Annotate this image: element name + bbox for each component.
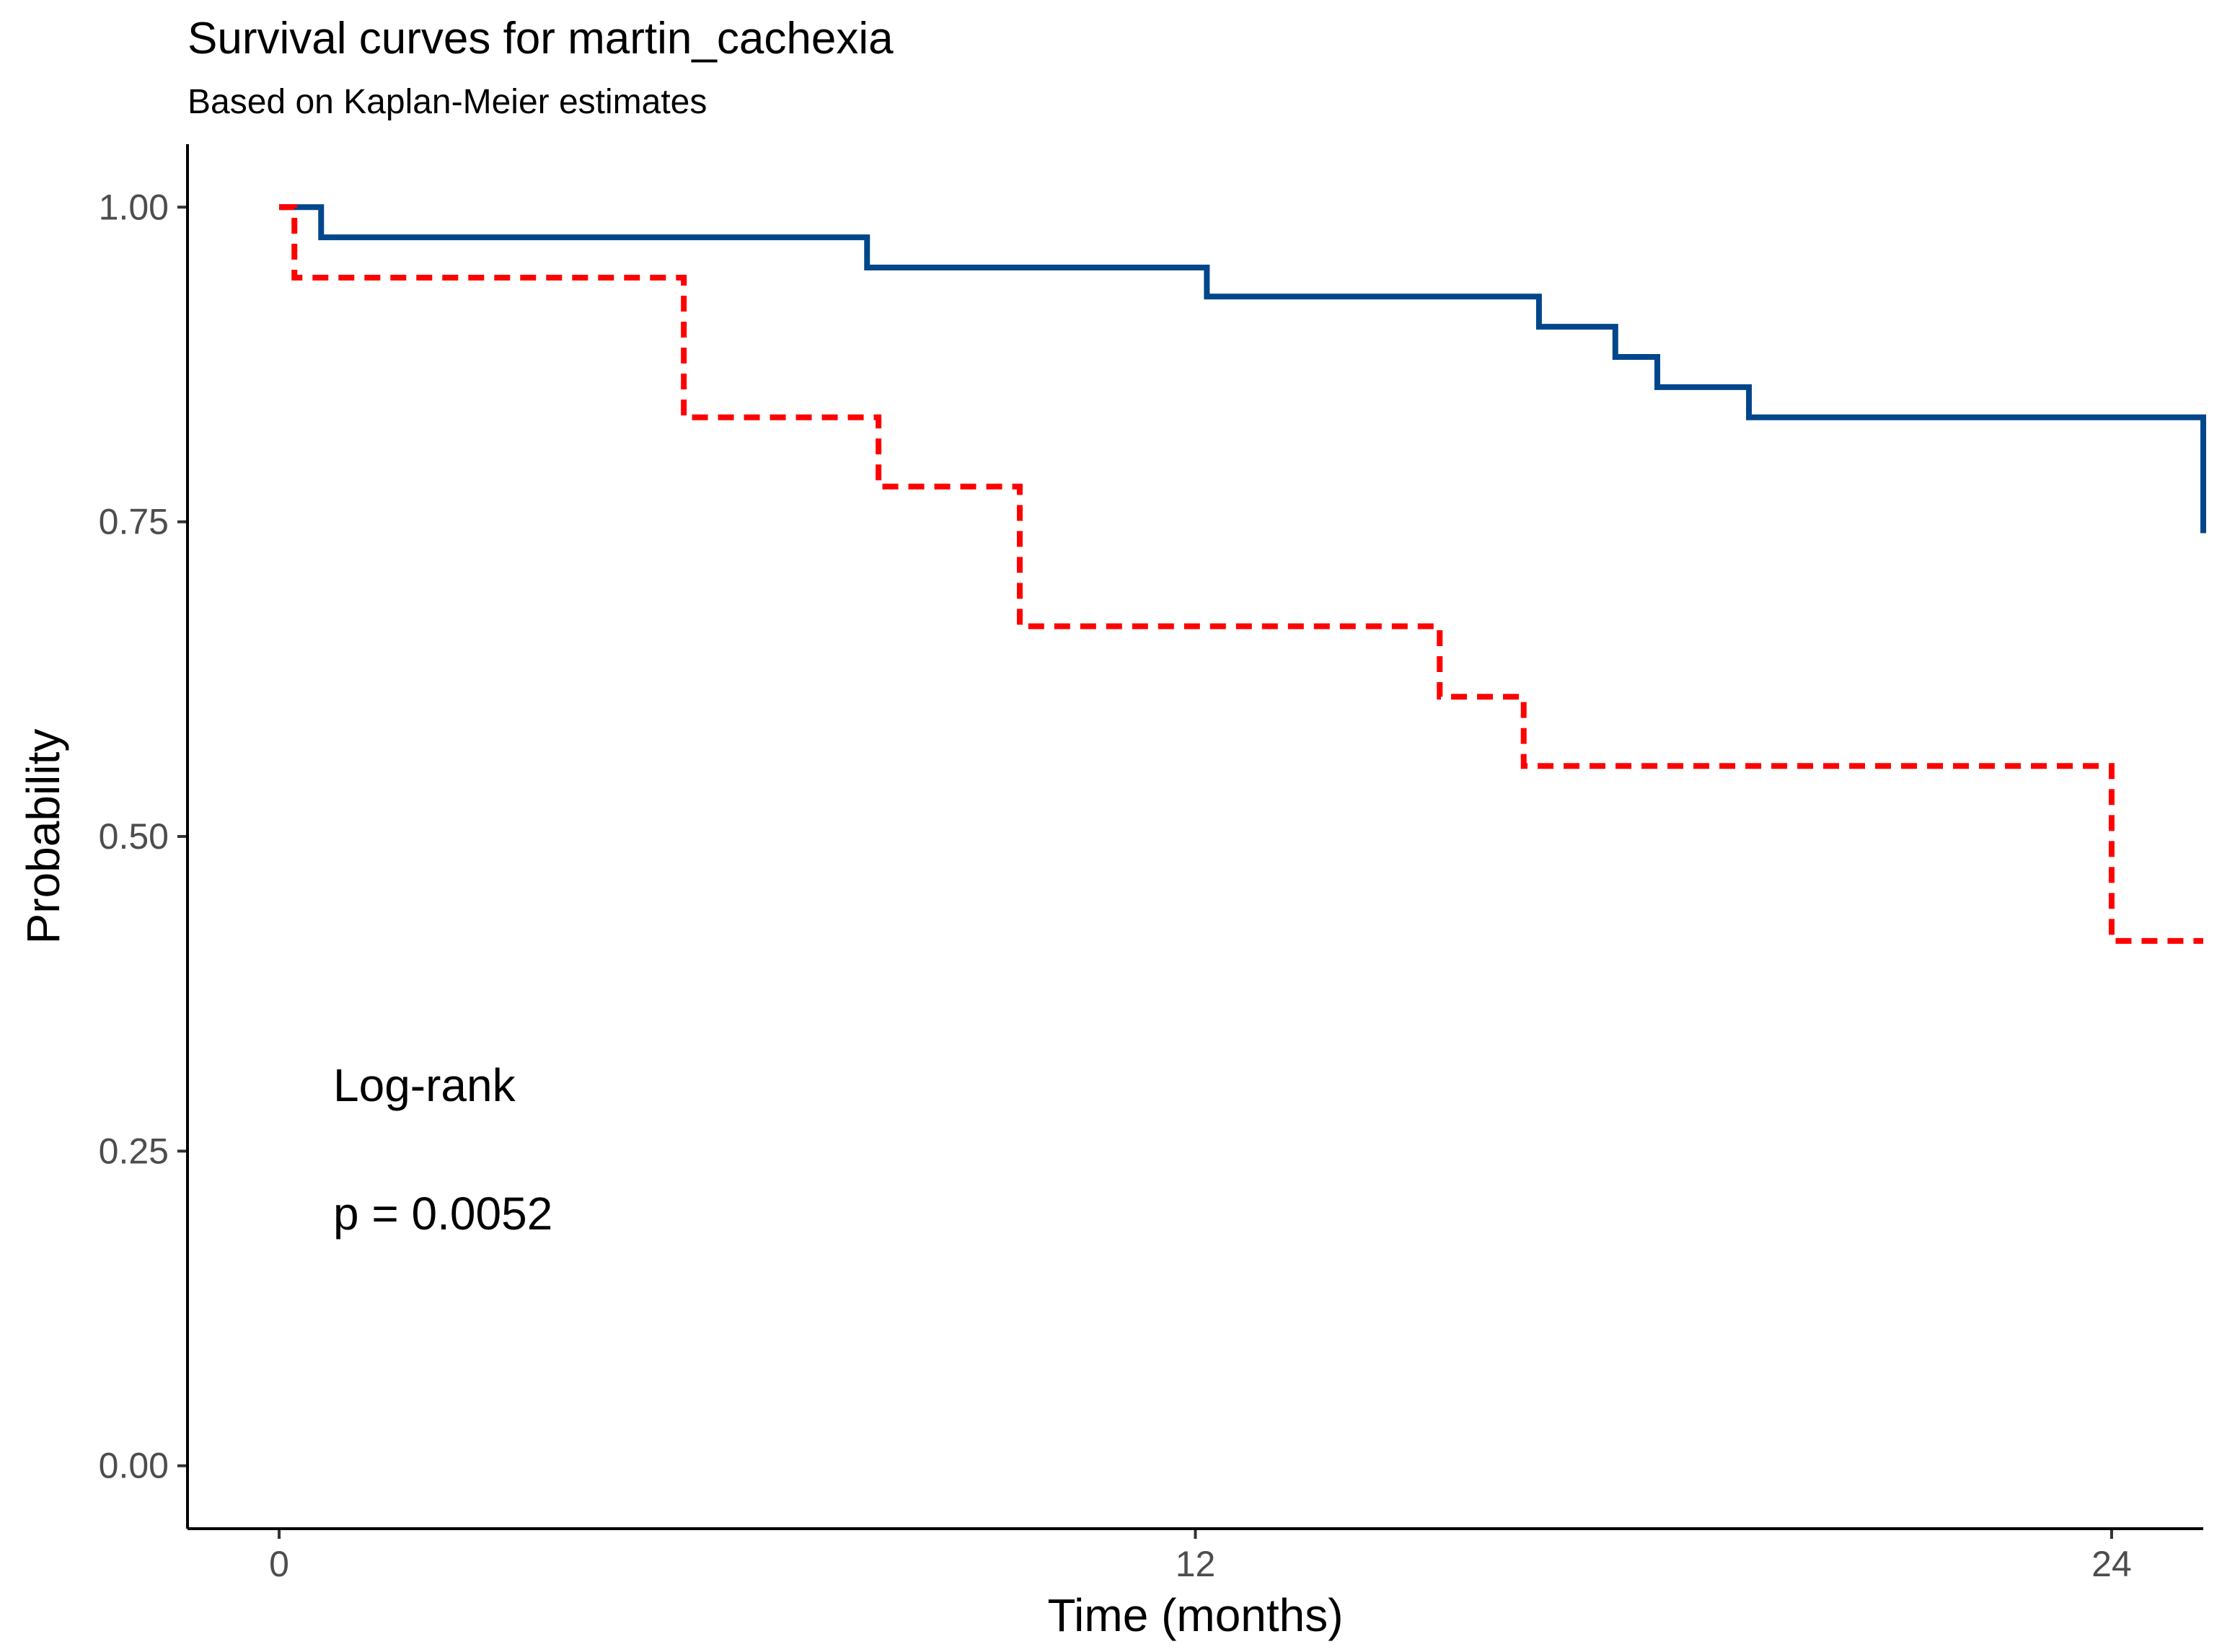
y-tick-label: 0.75 [99, 502, 169, 542]
survival-curve-2 [279, 204, 2203, 944]
y-axis-title: Probability [17, 729, 69, 945]
x-axis-title: Time (months) [1047, 1589, 1343, 1641]
y-tick-label: 0.00 [99, 1446, 169, 1486]
y-tick-label: 1.00 [99, 187, 169, 227]
chart-subtitle: Based on Kaplan-Meier estimates [188, 83, 707, 121]
series-group [279, 204, 2206, 944]
p-value-label: p = 0.0052 [333, 1188, 552, 1240]
log-rank-label: Log-rank [333, 1059, 516, 1111]
x-axis-ticks: 0 12 24 [269, 1529, 2132, 1584]
survival-curve-1 [279, 204, 2206, 534]
y-tick-label: 0.50 [99, 816, 169, 857]
x-tick-label: 12 [1176, 1544, 1216, 1584]
x-tick-label: 0 [269, 1544, 289, 1584]
chart-title: Survival curves for martin_cachexia [188, 14, 894, 63]
y-tick-label: 0.25 [99, 1131, 169, 1171]
y-axis-ticks: 0.00 0.25 0.50 0.75 1.00 [99, 187, 188, 1486]
x-tick-label: 24 [2091, 1544, 2132, 1584]
